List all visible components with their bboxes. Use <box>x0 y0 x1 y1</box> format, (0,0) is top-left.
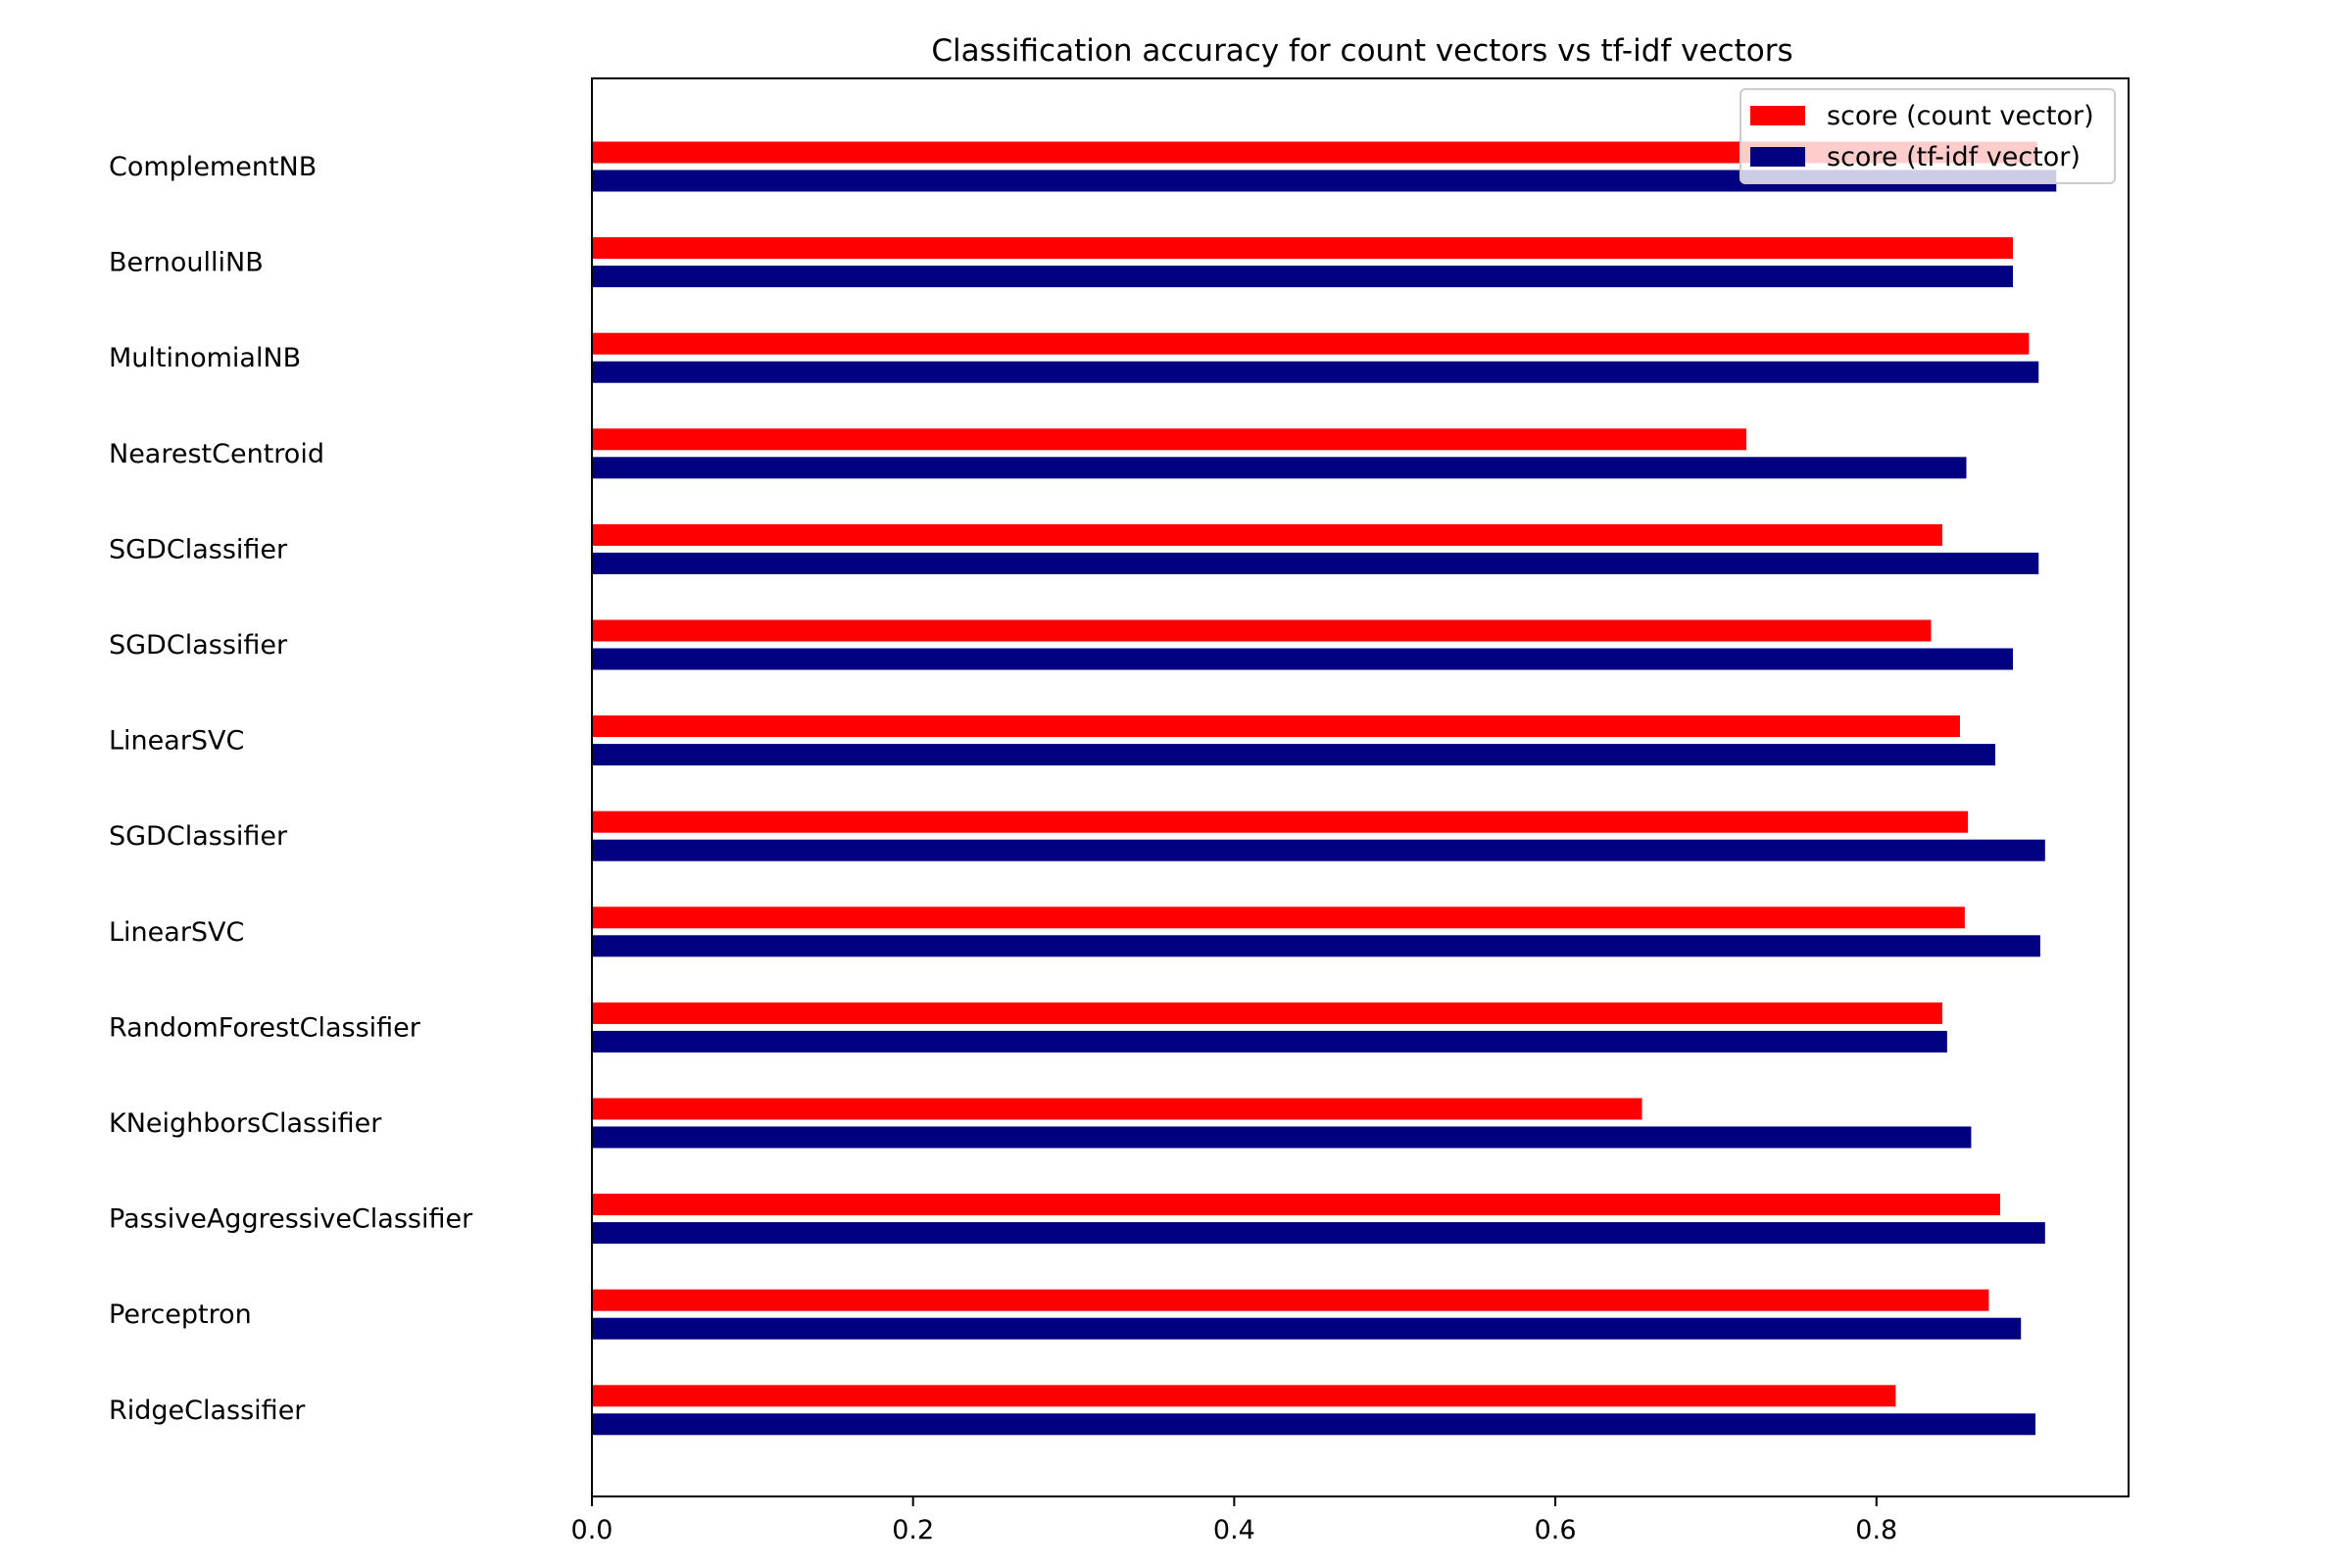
bar-tfidf-vector <box>592 266 2014 288</box>
bar-tfidf-vector <box>592 744 1996 766</box>
legend: score (count vector) score (tf-idf vector… <box>1740 88 2116 184</box>
bar-count-vector <box>592 141 2037 164</box>
bar-tfidf-vector <box>592 935 2040 957</box>
category-label: BernoulliNB <box>109 248 264 278</box>
bar-tfidf-vector <box>592 170 2057 192</box>
category-label: RandomForestClassifier <box>109 1012 421 1043</box>
category-label: LinearSVC <box>109 917 244 948</box>
bar-tfidf-vector <box>592 1030 1947 1053</box>
bar-count-vector <box>592 1385 1896 1407</box>
legend-box <box>1740 88 2116 184</box>
bar-count-vector <box>592 523 1942 546</box>
x-tick-label: 0.6 <box>1535 1515 1577 1545</box>
bar-count-vector <box>592 1289 1989 1311</box>
category-label: KNeighborsClassifier <box>109 1108 382 1139</box>
bar-tfidf-vector <box>592 1126 1972 1149</box>
bar-tfidf-vector <box>592 839 2045 861</box>
bar-count-vector <box>592 1098 1642 1120</box>
bar-tfidf-vector <box>592 648 2014 670</box>
bar-count-vector <box>592 332 2030 355</box>
legend-label: score (count vector) <box>1827 101 2094 131</box>
bar-count-vector <box>592 619 1932 642</box>
bar-tfidf-vector <box>592 361 2039 383</box>
bar-tfidf-vector <box>592 1317 2022 1340</box>
legend-swatch <box>1750 147 1805 167</box>
chart-title: Classification accuracy for count vector… <box>931 33 1792 69</box>
category-label: SGDClassifier <box>109 534 288 564</box>
category-labels: ComplementNB BernoulliNB MultinomialNB Near… <box>109 152 473 1426</box>
bar-tfidf-vector <box>592 1222 2045 1245</box>
x-tick-label: 0.0 <box>571 1515 613 1545</box>
bar-count-vector <box>592 715 1960 738</box>
category-label: RidgeClassifier <box>109 1396 306 1426</box>
x-tick-label: 0.2 <box>892 1515 934 1545</box>
category-label: MultinomialNB <box>109 343 301 373</box>
bar-tfidf-vector <box>592 552 2039 574</box>
legend-swatch <box>1750 106 1805 125</box>
bar-tfidf-vector <box>592 1413 2035 1436</box>
plot-frame <box>591 77 2130 1497</box>
bar-count-vector <box>592 810 1969 833</box>
x-axis-ticks: 0.0 0.2 0.4 0.6 0.8 <box>571 1496 1897 1545</box>
bar-count-vector <box>592 1002 1942 1024</box>
bar-count-vector <box>592 428 1747 451</box>
bar-count-vector <box>592 1194 2000 1216</box>
category-label: NearestCentroid <box>109 439 324 469</box>
bar-count-vector <box>592 906 1965 929</box>
category-label: Perceptron <box>109 1299 252 1330</box>
category-label: LinearSVC <box>109 726 244 757</box>
bars-group <box>592 141 2057 1436</box>
bar-count-vector <box>592 237 2014 260</box>
x-tick-label: 0.4 <box>1213 1515 1255 1545</box>
x-tick-label: 0.8 <box>1855 1515 1897 1545</box>
category-label: PassiveAggressiveClassifier <box>109 1204 473 1235</box>
category-label: ComplementNB <box>109 152 317 182</box>
category-label: SGDClassifier <box>109 821 288 852</box>
legend-label: score (tf-idf vector) <box>1827 142 2081 172</box>
bar-tfidf-vector <box>592 457 1967 479</box>
category-label: SGDClassifier <box>109 630 288 661</box>
